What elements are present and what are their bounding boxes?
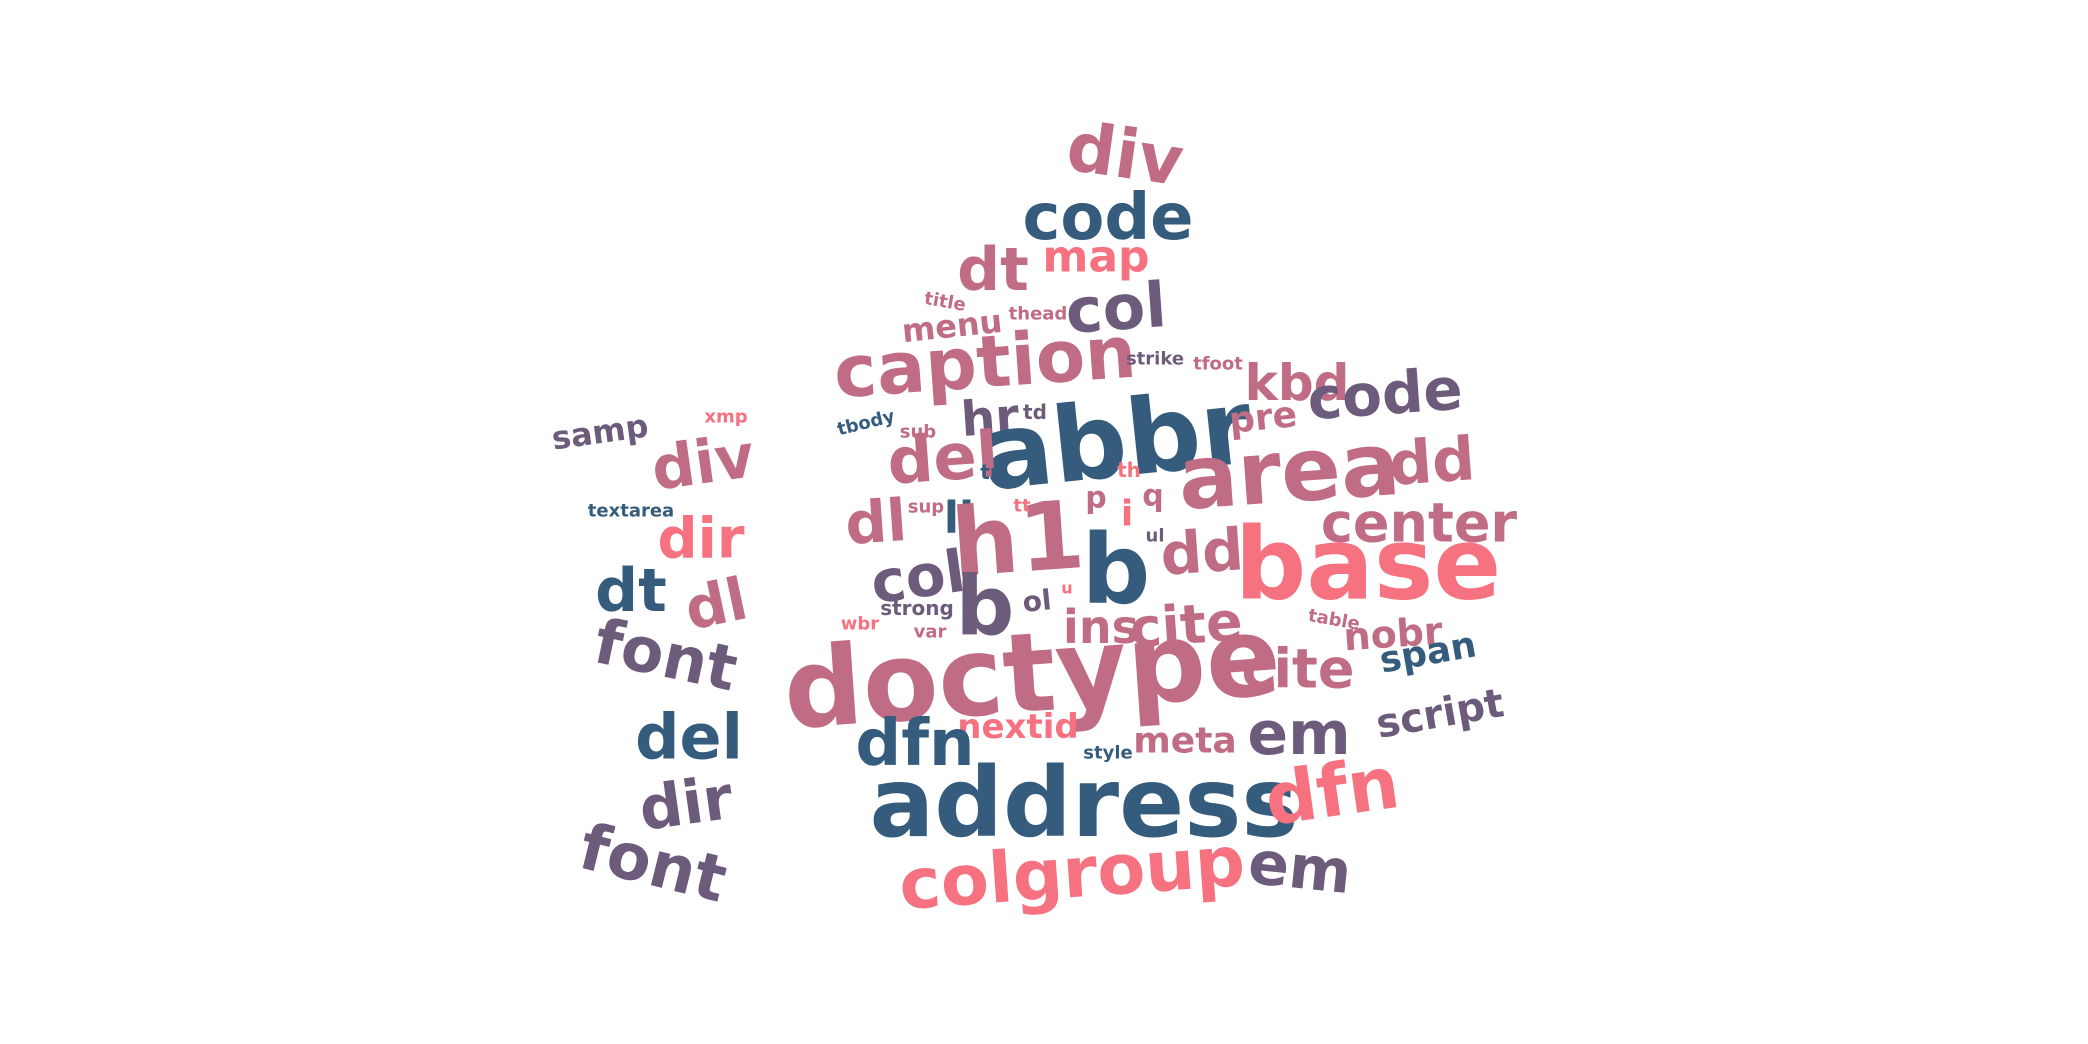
word-dd: dd [1158,515,1246,589]
word-b: b [956,560,1015,655]
word-cite: cite [1127,590,1244,661]
word-dfn: dfn [1260,740,1405,842]
word-div: div [647,421,758,505]
word-abbr: abbr [976,365,1258,515]
word-thead: thead [1009,304,1068,325]
word-del: del [635,701,743,774]
word-li: li [944,493,974,544]
word-strong: strong [880,596,954,620]
word-code: code [1305,355,1464,434]
word-div: div [1062,108,1188,202]
word-ins: ins [1063,600,1139,654]
word-dir: dir [635,763,737,845]
word-pre: pre [1227,394,1299,442]
word-del: del [885,418,1001,500]
word-center: center [1321,492,1518,555]
word-sub: sub [900,422,937,443]
word-q: q [1142,479,1163,514]
word-style: style [1083,743,1132,764]
word-dir: dir [658,507,745,572]
word-dt: dt [957,235,1029,305]
word-code: code [1022,181,1193,255]
word-dd: dd [1387,424,1478,500]
word-hr: hr [959,388,1021,448]
word-dfn: dfn [855,707,974,781]
word-dt: dt [595,556,667,626]
word-xmp: xmp [704,407,747,428]
word-th: th [1117,458,1141,482]
word-col: col [867,537,970,617]
word-script: script [1373,680,1508,748]
word-td: td [1023,400,1047,424]
word-col: col [1063,268,1168,348]
word-var: var [914,622,947,643]
word-p: p [1085,481,1106,516]
word-dl: dl [843,486,909,558]
word-tt: tt [1013,496,1031,517]
word-ol: ol [1021,583,1053,619]
word-cite: cite [1242,638,1355,701]
word-kbd: kbd [1245,354,1350,412]
word-tr: tr [980,460,1000,484]
word-sup: sup [908,497,945,518]
word-samp: samp [549,406,650,457]
word-wbr: wbr [841,614,880,635]
word-dl: dl [679,564,753,643]
word-em: em [1247,699,1350,769]
word-meta: meta [1133,721,1236,762]
word-textarea: textarea [588,501,674,522]
word-area: area [1175,412,1404,530]
word-i: i [1121,494,1133,535]
word-strike: strike [1126,349,1184,370]
word-em: em [1245,828,1355,908]
word-nextid: nextid [957,707,1078,747]
word-nobr: nobr [1342,609,1444,660]
word-tfoot: tfoot [1193,354,1243,375]
word-ul: ul [1146,526,1165,547]
word-map: map [1042,232,1149,283]
word-b: b [1082,514,1151,626]
word-base: base [1235,506,1501,623]
word-address: address [870,747,1299,859]
word-u: u [1061,579,1072,598]
word-h1: h1 [948,481,1088,599]
